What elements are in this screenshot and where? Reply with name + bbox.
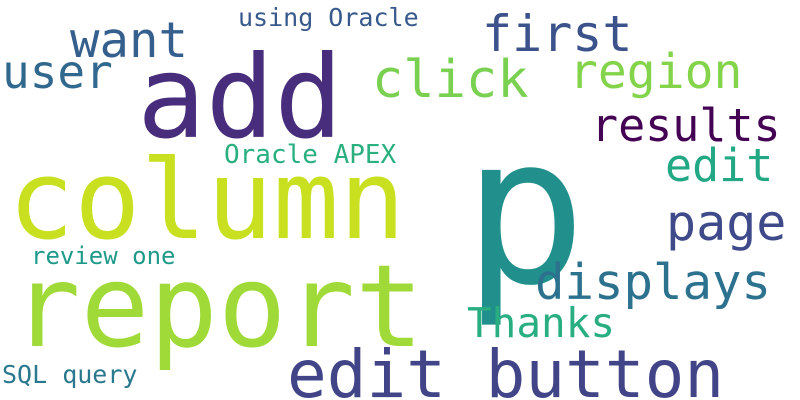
word-using-oracle: using Oracle	[238, 3, 419, 32]
word-oracle-apex: Oracle APEX	[224, 140, 397, 170]
word-want: want	[70, 12, 189, 69]
word-edit: edit	[665, 139, 774, 192]
word-thanks: Thanks	[467, 299, 616, 347]
word-displays: displays	[535, 254, 772, 311]
word-p: p	[463, 93, 587, 331]
word-results: results	[591, 99, 781, 152]
word-review-one: review one	[31, 242, 176, 270]
word-user: user	[2, 45, 113, 99]
word-add: add	[137, 31, 343, 164]
word-column: column	[8, 136, 406, 264]
word-click: click	[372, 50, 529, 110]
word-report: report	[12, 240, 424, 373]
word-region: region	[569, 44, 743, 100]
word-first: first	[482, 5, 633, 63]
word-sql-query: SQL query	[2, 360, 138, 389]
word-edit-button: edit button	[287, 336, 725, 400]
word-page: page	[666, 194, 787, 252]
